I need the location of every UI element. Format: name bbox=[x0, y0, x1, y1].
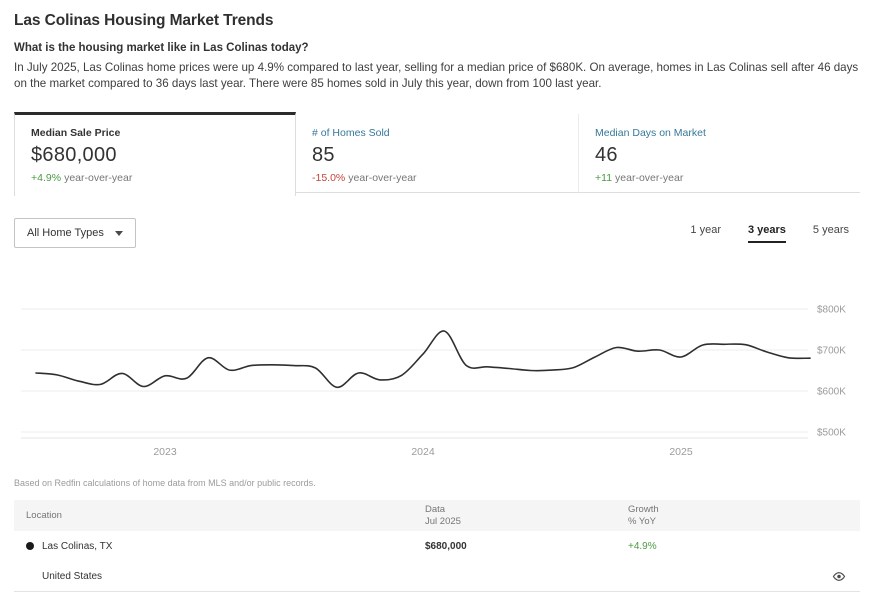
svg-text:2023: 2023 bbox=[153, 446, 177, 458]
col-header-growth-title: Growth bbox=[628, 503, 659, 515]
chevron-down-icon bbox=[114, 230, 123, 236]
col-header-data-title: Data bbox=[425, 503, 446, 515]
tab-days-on-market[interactable]: Median Days on Market 46 +11 year-over-ye… bbox=[578, 114, 860, 193]
svg-text:$500K: $500K bbox=[817, 428, 846, 439]
metric-delta: -15.0% bbox=[312, 172, 346, 184]
table-header-row: Location Data Jul 2025 Growth % YoY bbox=[14, 500, 860, 531]
eye-icon bbox=[832, 571, 846, 581]
metric-yoy: -15.0% year-over-year bbox=[312, 172, 562, 184]
metric-yoy-suffix: year-over-year bbox=[64, 172, 133, 184]
metric-yoy: +11 year-over-year bbox=[595, 172, 844, 184]
range-tab-3-years[interactable]: 3 years bbox=[747, 224, 786, 243]
metric-label: Median Sale Price bbox=[31, 127, 121, 139]
growth-value: +4.9% bbox=[628, 540, 657, 552]
svg-text:2024: 2024 bbox=[411, 446, 435, 458]
metric-yoy: +4.9% year-over-year bbox=[31, 172, 279, 184]
col-header-location: Location bbox=[26, 509, 62, 521]
range-tab-5-years[interactable]: 5 years bbox=[812, 223, 849, 236]
metric-yoy-suffix: year-over-year bbox=[348, 172, 417, 184]
col-header-data-period: Jul 2025 bbox=[425, 515, 461, 527]
metric-value: 85 bbox=[312, 144, 335, 166]
actions-cell bbox=[818, 569, 860, 584]
svg-text:$800K: $800K bbox=[817, 305, 846, 316]
series-color-dot bbox=[26, 542, 34, 550]
data-source-disclaimer: Based on Redfin calculations of home dat… bbox=[14, 478, 316, 488]
svg-text:2025: 2025 bbox=[669, 446, 693, 458]
location-comparison-table: Location Data Jul 2025 Growth % YoY Las … bbox=[14, 500, 860, 592]
metric-label: # of Homes Sold bbox=[312, 127, 390, 139]
home-type-dropdown-label: All Home Types bbox=[27, 227, 104, 239]
col-header-growth: Growth % YoY bbox=[628, 504, 818, 528]
page-subtitle: What is the housing market like in Las C… bbox=[14, 42, 309, 54]
price-trend-chart-svg[interactable]: $800K $700K $600K $500K 2023 2024 2025 bbox=[0, 294, 874, 464]
tab-median-sale-price[interactable]: Median Sale Price $680,000 +4.9% year-ove… bbox=[14, 112, 296, 196]
svg-text:$700K: $700K bbox=[817, 346, 846, 357]
metric-value: 46 bbox=[595, 144, 618, 166]
table-row-las-colinas[interactable]: Las Colinas, TX $680,000 +4.9% bbox=[14, 531, 860, 561]
table-row-united-states[interactable]: United States bbox=[14, 561, 860, 591]
time-range-tabs: 1 year 3 years 5 years bbox=[690, 224, 849, 243]
metric-yoy-suffix: year-over-year bbox=[615, 172, 684, 184]
location-name: United States bbox=[42, 570, 103, 582]
range-tab-1-year[interactable]: 1 year bbox=[690, 223, 721, 236]
price-trend-chart[interactable]: $800K $700K $600K $500K 2023 2024 2025 bbox=[0, 294, 874, 464]
location-cell: Las Colinas, TX bbox=[26, 541, 425, 552]
svg-text:$600K: $600K bbox=[817, 387, 846, 398]
page-title: Las Colinas Housing Market Trends bbox=[14, 12, 274, 29]
chart-controls: All Home Types 1 year 3 years 5 years bbox=[14, 218, 860, 248]
col-header-growth-unit: % YoY bbox=[628, 515, 656, 527]
market-summary: In July 2025, Las Colinas home prices we… bbox=[14, 61, 859, 90]
toggle-visibility-button[interactable] bbox=[830, 569, 848, 584]
col-header-data: Data Jul 2025 bbox=[425, 504, 628, 528]
metric-tab-strip: Median Sale Price $680,000 +4.9% year-ove… bbox=[14, 112, 860, 196]
metric-label: Median Days on Market bbox=[595, 127, 706, 139]
location-name: Las Colinas, TX bbox=[42, 540, 113, 552]
metric-delta: +4.9% bbox=[31, 172, 62, 184]
data-value: $680,000 bbox=[425, 540, 467, 552]
location-cell: United States bbox=[26, 571, 425, 582]
metric-delta: +11 bbox=[595, 172, 613, 184]
metric-value: $680,000 bbox=[31, 144, 117, 166]
home-type-dropdown[interactable]: All Home Types bbox=[14, 218, 136, 248]
tab-homes-sold[interactable]: # of Homes Sold 85 -15.0% year-over-year bbox=[296, 114, 578, 193]
